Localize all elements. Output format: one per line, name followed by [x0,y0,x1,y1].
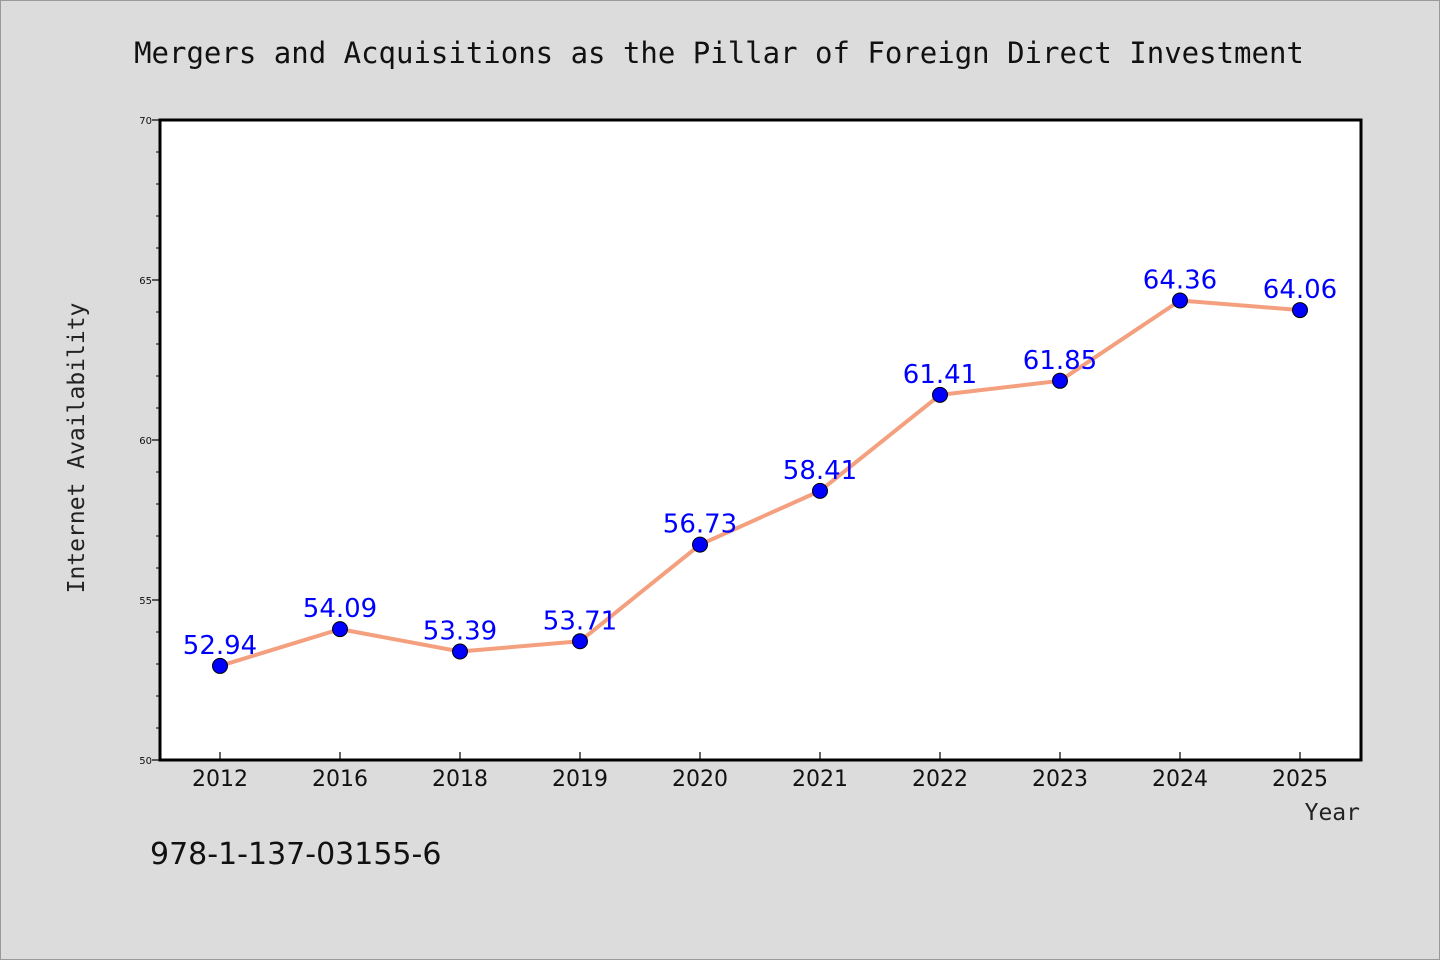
y-axis-label: Internet Availability [64,303,90,594]
series-line [218,298,1302,668]
x-tick-label: 2020 [672,767,728,792]
data-point [692,536,708,553]
x-tick-label: 2022 [912,767,968,792]
x-tick-label: 2018 [432,767,488,792]
plot-border [158,118,1363,762]
data-point [1172,292,1188,309]
data-labels: 52.94 54.09 53.39 53.71 56.73 58.41 61.41 61.85… [183,265,1337,660]
y-tick-label: 60 [139,436,152,447]
data-point [932,386,948,403]
isbn-footnote: 978-1-137-03155-6 [150,837,441,872]
data-markers [212,292,1308,674]
data-point [812,482,828,499]
data-label: 61.85 [1023,346,1097,376]
data-point [452,643,468,660]
data-label: 53.39 [423,617,497,647]
data-label: 61.41 [903,360,977,390]
data-point [1292,302,1308,319]
y-tick-label: 50 [139,756,152,767]
x-tick-label: 2024 [1152,767,1208,792]
data-label: 64.36 [1143,265,1217,295]
data-point [1052,372,1068,389]
data-label: 56.73 [663,510,737,540]
x-tick-label: 2019 [552,767,608,792]
x-tick-label: 2021 [792,767,848,792]
x-tick-label: 2016 [312,767,368,792]
x-tick-label: 2023 [1032,767,1088,792]
chart-title: Mergers and Acquisitions as the Pillar o… [134,36,1304,70]
data-label: 64.06 [1263,275,1337,305]
x-axis-ticks: 2012 2016 2018 2019 2020 2021 2022 2023 2024 2025 [192,752,1328,792]
data-point [572,633,588,650]
data-label: 53.71 [543,606,617,636]
y-axis-ticks: 50 55 60 65 70 [139,116,160,767]
x-axis-label: Year [1305,800,1360,826]
data-label: 54.09 [303,594,377,624]
y-tick-label: 70 [139,116,152,127]
x-tick-label: 2012 [192,767,248,792]
data-label: 52.94 [183,631,257,661]
data-point [212,657,228,674]
y-tick-label: 65 [139,276,152,287]
y-tick-label: 55 [139,596,152,607]
plot-area [160,120,1361,760]
data-label: 58.41 [783,456,857,486]
x-tick-label: 2025 [1272,767,1328,792]
data-point [332,621,348,638]
